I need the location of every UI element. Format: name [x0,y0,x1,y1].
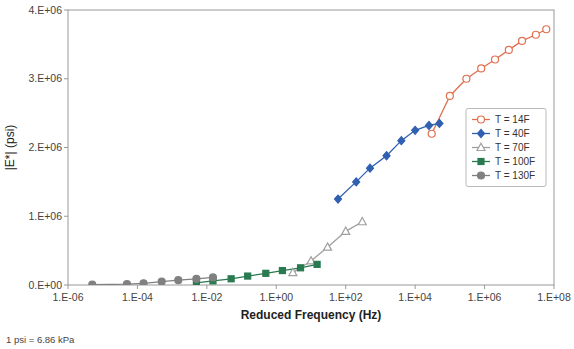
legend-label: T = 130F [495,170,535,181]
point [446,92,453,99]
y-tick-label: 3.E+06 [28,72,62,84]
chart: 1.E-06 1.E-04 1.E-02 1.E+00 1.E+02 1.E+04 1.E+… [0,0,574,349]
point [505,46,512,53]
series-line [338,123,439,199]
legend-marker [478,130,485,138]
y-axis-label: |E*| (psi) [3,125,17,171]
legend-marker [478,172,485,179]
legend-label: T = 70F [495,142,530,153]
x-tick-label: 1.E-04 [122,291,153,303]
legend-box [466,109,546,187]
point [366,164,373,172]
point [335,195,342,203]
x-tick [345,285,346,289]
point [398,137,405,145]
y-tick [64,10,68,11]
y-tick [64,216,68,217]
point [492,56,499,63]
point [353,178,360,186]
point [279,268,285,274]
x-tick-label: 1.E+02 [329,291,363,303]
x-tick [276,285,277,289]
x-tick [415,285,416,289]
point [478,65,485,72]
legend: T = 14F T = 40F T = 70F T = 100F T = 130F [466,109,546,187]
legend-marker [478,116,485,123]
y-tick-label: 4.E+06 [28,4,62,16]
point [209,274,216,281]
series-line [196,264,317,283]
point [289,268,297,275]
point [228,276,234,282]
series-line [293,222,362,273]
point [193,275,200,282]
point [425,122,432,130]
point [383,152,390,160]
point [358,217,366,224]
y-tick-label: 1.E+06 [28,210,62,222]
point [245,273,251,279]
x-tick [68,285,69,289]
point [140,280,147,285]
point [263,270,269,276]
point [532,31,539,38]
x-tick-label: 1.E-06 [53,291,84,303]
x-tick-label: 1.E+04 [398,291,432,303]
point [123,281,130,285]
x-axis-label: Reduced Frequency (Hz) [241,308,382,322]
point [324,243,332,250]
y-tick [64,285,68,286]
point [519,37,526,44]
legend-label: T = 14F [495,114,530,125]
x-tick-label: 1.E+00 [259,291,293,303]
point [158,278,165,285]
point [175,277,182,284]
x-tick [484,285,485,289]
y-tick-label: 0.E+00 [28,279,62,291]
point [436,119,443,127]
background [0,0,574,349]
point [543,26,550,33]
x-tick-label: 1.E+06 [468,291,502,303]
point [298,265,304,271]
point [314,261,320,267]
x-tick [554,285,555,289]
point [89,281,96,285]
x-tick-label: 1.E+08 [537,291,571,303]
point [428,130,435,137]
legend-label: T = 40F [495,128,530,139]
point [463,75,470,82]
plot-frame [68,10,554,285]
footnote: 1 psi = 6.86 kPa [6,334,75,345]
y-tick [64,147,68,148]
x-tick [206,285,207,289]
point [342,227,350,234]
point [412,126,419,134]
x-tick [137,285,138,289]
y-tick [64,78,68,79]
plot-data [89,26,550,285]
x-tick-label: 1.E-02 [191,291,222,303]
legend-marker [478,159,484,165]
y-tick-label: 2.E+06 [28,141,62,153]
legend-marker [477,143,485,150]
legend-label: T = 100F [495,156,535,167]
